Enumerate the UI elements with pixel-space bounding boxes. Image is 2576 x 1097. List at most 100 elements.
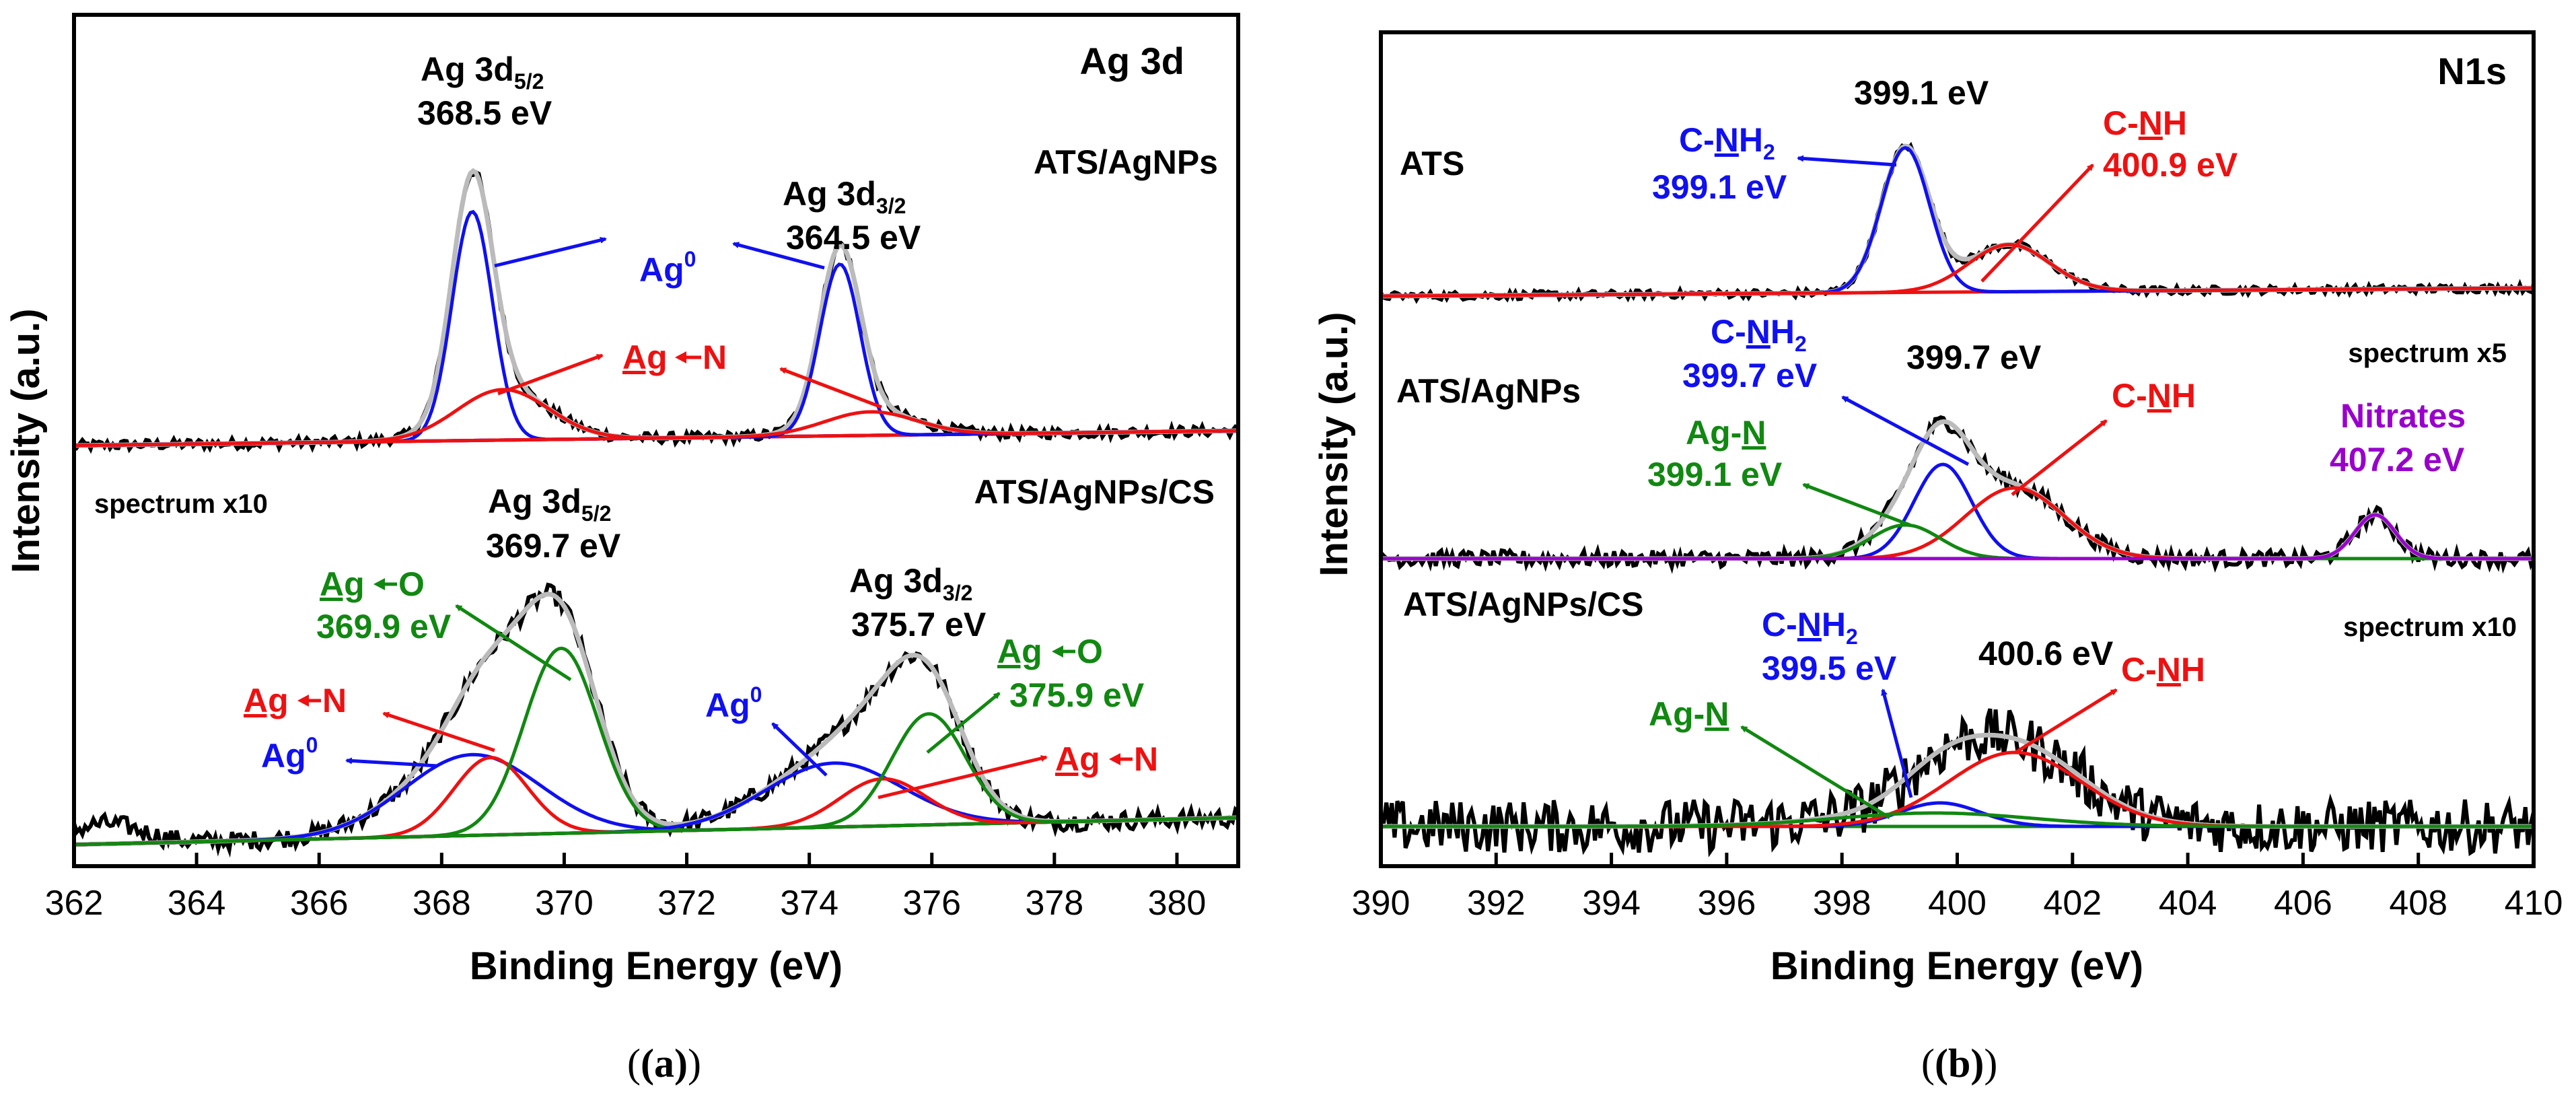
b-tick-label-394: 394 <box>1582 884 1641 923</box>
ago-left-bond-head <box>373 578 385 590</box>
b-tick-label-392: 392 <box>1467 884 1526 923</box>
panel-b-x-label: Binding Energy (eV) <box>1770 944 2143 988</box>
label-ats-agnps: ATS/AgNPs <box>1034 143 1218 181</box>
arrow-cnh-ats <box>1980 164 2094 283</box>
b-component-0-1 <box>1381 242 2534 298</box>
label-ats-agnps-cs: ATS/AgNPs/CS <box>1403 586 1643 623</box>
label-cnh-ats: C-NH <box>2103 104 2187 142</box>
label-ago-left: Ag <box>320 565 365 603</box>
label-agn-cs: Ag-N <box>1649 695 1729 733</box>
label-ats: ATS <box>1400 145 1464 182</box>
b-tick-label-396: 396 <box>1698 884 1756 923</box>
arrow-cnh2-agnps <box>1841 395 1970 466</box>
label-agn-agnps-ev: 399.1 eV <box>1647 456 1783 493</box>
label-cnh2-cs-ev: 399.5 eV <box>1762 649 1897 687</box>
label-ag3d52-top-ev: 368.5 eV <box>417 94 552 132</box>
label-ag3d52-top: Ag 3d5/2 <box>421 50 544 94</box>
panel-a-y-label: Intensity (a.u.) <box>4 308 48 573</box>
label-cnh2-agnps-ev: 399.7 eV <box>1682 357 1818 394</box>
label-agn-bottom-left: Ag <box>244 682 289 719</box>
label-ago-left-ev: 369.9 eV <box>316 608 452 645</box>
label-nitrates: Nitrates <box>2340 397 2466 435</box>
label-ag3d52-bottom-ev: 369.7 eV <box>486 527 621 565</box>
label-spectrum-x5: spectrum x5 <box>2348 339 2507 368</box>
arrow-ag0-bottom-right <box>771 722 828 777</box>
b-tick-label-402: 402 <box>2043 884 2102 923</box>
b-tick-label-410: 410 <box>2505 884 2563 923</box>
label-agn-bottom-left-n: N <box>322 682 347 719</box>
arrow-agn-bottom-right <box>878 755 1048 800</box>
panel-b: 390 392 394 396 398 400 402 404 406 408 410 Bindin… <box>1312 30 2563 1086</box>
label-agn-top-n: N <box>703 339 727 376</box>
arrow-agn-top-left <box>497 353 604 396</box>
b-component-1-0 <box>1381 462 2534 561</box>
a-tick-label-376: 376 <box>902 884 961 923</box>
label-spectrum-x10: spectrum x10 <box>94 489 268 519</box>
label-ago-left-o: O <box>398 565 425 603</box>
label-ago-right: Ag <box>997 633 1042 670</box>
label-ag0-top: Ag0 <box>639 247 696 289</box>
arrow-cnh2-ats <box>1797 155 1897 167</box>
a-envelope-0 <box>73 168 1239 448</box>
panel-a-title: Ag 3d <box>1079 40 1184 82</box>
label-cs-peak-ev: 400.6 eV <box>1978 635 2114 672</box>
a-component-0-0 <box>73 209 1239 448</box>
label-nitrates-ev: 407.2 eV <box>2330 441 2465 479</box>
label-agn-bottom-right-n: N <box>1134 740 1158 778</box>
label-cnh-cs: C-NH <box>2121 651 2205 688</box>
a-tick-label-372: 372 <box>657 884 716 923</box>
b-spectrum-2 <box>1379 708 2536 857</box>
arrow-agn-cs <box>1740 725 1891 820</box>
panel-b-y-label: Intensity (a.u.) <box>1312 312 1356 576</box>
label-agn-agnps: Ag-N <box>1686 414 1766 452</box>
b-tick-label-404: 404 <box>2159 884 2217 923</box>
arrow-cnh-agnps <box>2011 419 2108 496</box>
a-tick-label-366: 366 <box>290 884 349 923</box>
a-tick-label-368: 368 <box>413 884 471 923</box>
b-tick-label-406: 406 <box>2274 884 2332 923</box>
panel-a-x-label: Binding Energy (eV) <box>470 944 843 988</box>
b-tick-label-398: 398 <box>1813 884 1871 923</box>
arrow-cnh-cs <box>2014 688 2118 754</box>
arrow-ag0-left <box>494 237 607 268</box>
b-component-0-0 <box>1381 145 2534 298</box>
agn-bl-bond-head <box>297 695 309 707</box>
label-ag0-bottom-right: Ag0 <box>705 682 762 724</box>
a-tick-label-378: 378 <box>1025 884 1083 923</box>
b-tick-label-390: 390 <box>1352 884 1410 923</box>
panel-a: 362 364 366 368 370 372 374 376 378 380 Binding E… <box>4 13 1240 1086</box>
panel-a-x-ticks: 362 364 366 368 370 372 374 376 378 380 <box>45 853 1206 923</box>
panel-a-traces <box>72 168 1240 858</box>
label-agnps-peak-ev: 399.7 eV <box>1906 339 2042 376</box>
a-component-1-4 <box>73 777 1239 847</box>
a-tick-label-370: 370 <box>535 884 594 923</box>
arrow-ago-left <box>455 604 572 682</box>
label-agn-top: Ag <box>622 339 668 376</box>
a-tick-label-374: 374 <box>780 884 838 923</box>
label-ag3d32-top: Ag 3d3/2 <box>783 175 906 218</box>
a-tick-label-362: 362 <box>45 884 104 923</box>
arrow-agn-top-right <box>779 367 882 409</box>
panel-b-caption: ((b)) <box>1921 1041 1997 1086</box>
label-ag3d32-bottom-ev: 375.7 eV <box>851 606 987 643</box>
a-spectrum-0 <box>72 170 1240 454</box>
label-ag3d32-top-ev: 364.5 eV <box>786 219 921 256</box>
label-agn-bottom-right: Ag <box>1055 740 1100 778</box>
label-cnh-agnps: C-NH <box>2112 377 2196 415</box>
arrow-cnh2-cs <box>1881 688 1913 798</box>
agn-br-bond-head <box>1109 753 1120 765</box>
label-cnh-ats-ev: 400.9 eV <box>2103 146 2238 184</box>
label-cnh2-ats: C-NH2 <box>1679 121 1775 164</box>
panel-b-title: N1s <box>2437 50 2507 92</box>
panel-b-x-ticks: 390 392 394 396 398 400 402 404 406 408 410 <box>1352 853 2563 923</box>
a-component-0-3 <box>73 410 1239 448</box>
arrow-ago-right <box>926 692 1001 754</box>
label-ats-agnps: ATS/AgNPs <box>1396 372 1581 410</box>
panel-a-caption: ((a)) <box>627 1041 701 1086</box>
b-component-1-3 <box>1381 513 2534 561</box>
b-envelope-0 <box>1381 143 2534 299</box>
arrow-agn-agnps <box>1802 483 1910 527</box>
label-ag3d32-bottom: Ag 3d3/2 <box>849 562 972 605</box>
label-ag0-bottom-left: Ag0 <box>261 733 318 775</box>
